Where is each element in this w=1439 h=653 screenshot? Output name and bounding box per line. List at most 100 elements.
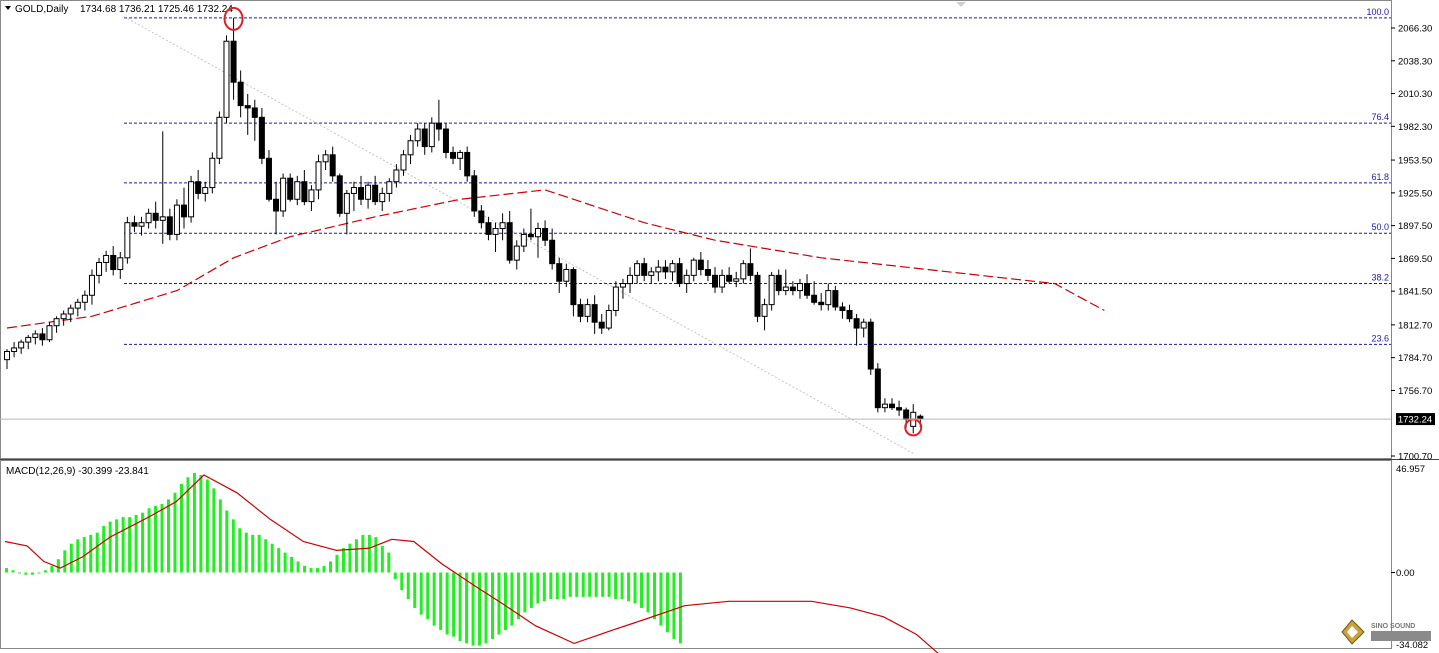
- candle: [223, 35, 230, 124]
- candle: [641, 257, 648, 282]
- candle-body: [117, 257, 124, 271]
- candle: [265, 150, 272, 202]
- candle: [81, 290, 88, 311]
- candle: [287, 173, 294, 202]
- scroll-marker-icon[interactable]: [956, 2, 966, 7]
- candle: [442, 123, 449, 159]
- candle-body: [733, 278, 740, 282]
- macd-bar: [393, 572, 397, 580]
- macd-bar: [672, 572, 676, 639]
- price-panel-frame: [0, 0, 1392, 459]
- candle: [464, 146, 471, 182]
- candle-body: [740, 263, 747, 280]
- logo-inner-icon: [1347, 626, 1358, 638]
- candle: [768, 271, 775, 311]
- macd-bar: [108, 521, 112, 573]
- candle: [88, 269, 95, 305]
- candle-body: [542, 228, 549, 241]
- macd-bar: [562, 572, 566, 600]
- macd-bar: [575, 572, 579, 597]
- candle-body: [634, 263, 641, 276]
- macd-bar: [465, 572, 469, 644]
- candle: [889, 398, 895, 410]
- macd-bar: [128, 517, 132, 573]
- candle-body: [832, 290, 839, 308]
- candle: [124, 216, 131, 264]
- price-axis-label: 2010.30: [1398, 89, 1432, 100]
- candle-body: [258, 116, 265, 159]
- macd-bar: [678, 572, 682, 644]
- macd-bar: [614, 572, 618, 600]
- candle: [74, 298, 81, 317]
- signal-line: [4, 474, 939, 653]
- candle: [379, 187, 386, 211]
- candle-body: [18, 341, 25, 349]
- macd-bar: [76, 539, 80, 573]
- macd-bar: [354, 539, 358, 573]
- candle-body: [761, 304, 768, 317]
- fibonacci-retracement[interactable]: 100.0 76.4 61.8 50.0 38.2 23.6: [124, 7, 1391, 345]
- candle-body: [549, 239, 556, 265]
- candle: [860, 318, 867, 338]
- candle-body: [846, 309, 853, 320]
- candle: [365, 181, 372, 209]
- macd-bar: [238, 528, 242, 573]
- price-axis-label: 1841.50: [1398, 287, 1432, 298]
- candle: [726, 267, 733, 284]
- candle: [839, 302, 846, 319]
- candle: [542, 220, 549, 247]
- candle-body: [152, 212, 159, 221]
- macd-bar: [277, 548, 281, 573]
- macd-bar: [244, 532, 248, 573]
- candle-body: [421, 128, 428, 148]
- macd-bar: [37, 572, 41, 574]
- collapse-arrow-icon[interactable]: [5, 6, 11, 10]
- candle-body: [811, 294, 818, 303]
- candle: [513, 240, 520, 270]
- candle: [478, 205, 485, 229]
- symbol-label: GOLD,Daily: [15, 4, 68, 15]
- price-axis-label: 2066.30: [1398, 24, 1432, 35]
- current-price-label: 1732.24: [1398, 415, 1432, 426]
- candlestick-series: [4, 17, 924, 434]
- candle-body: [393, 169, 400, 183]
- candle-body: [662, 266, 669, 273]
- macd-bar: [426, 572, 430, 620]
- macd-bar: [478, 572, 482, 646]
- macd-bar: [225, 510, 229, 573]
- macd-bar: [11, 570, 15, 573]
- candle: [195, 170, 202, 200]
- macd-bar: [439, 572, 443, 631]
- candle-body: [867, 321, 874, 370]
- candle: [209, 152, 216, 194]
- macd-bar: [536, 572, 540, 604]
- candle-body: [414, 128, 421, 142]
- candle-body: [839, 306, 846, 311]
- sino-sound-logo: SINO SOUND: [1341, 619, 1431, 645]
- candle: [605, 304, 612, 331]
- candle-body: [110, 254, 117, 271]
- candle: [60, 310, 67, 326]
- macd-bar: [374, 537, 378, 573]
- candle-body: [889, 403, 895, 409]
- macd-histogram: [5, 472, 682, 646]
- candle-body: [556, 263, 563, 282]
- macd-bar: [251, 534, 255, 573]
- macd-bar: [659, 572, 663, 626]
- candle-body: [903, 409, 910, 420]
- macd-bar: [665, 572, 669, 633]
- macd-bar: [205, 479, 209, 573]
- candle-body: [697, 259, 704, 271]
- candle: [881, 398, 888, 413]
- macd-bar: [361, 534, 365, 573]
- candle-body: [591, 304, 598, 323]
- chart-header: GOLD,Daily 1734.68 1736.21 1725.46 1732.…: [5, 4, 233, 15]
- candle-body: [159, 216, 166, 221]
- macd-bar: [555, 572, 559, 600]
- candle-body: [598, 321, 605, 329]
- candle-body: [103, 254, 110, 263]
- candle: [152, 201, 159, 229]
- macd-bar: [653, 572, 656, 620]
